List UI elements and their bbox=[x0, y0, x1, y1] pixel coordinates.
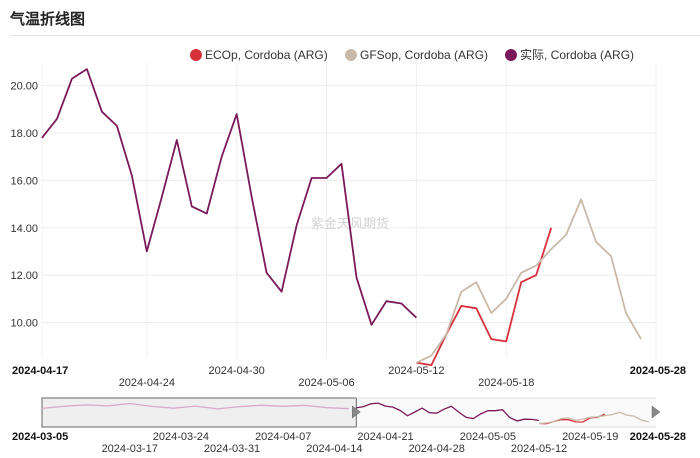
y-tick-label: 10.00 bbox=[10, 317, 38, 329]
chart-title: 气温折线图 bbox=[10, 11, 86, 28]
navigator-tick-label: 2024-03-05 bbox=[12, 431, 68, 443]
legend-label: ECOp, Cordoba (ARG) bbox=[205, 48, 328, 62]
navigator-tick-label: 2024-04-14 bbox=[306, 443, 362, 455]
legend-item-0[interactable]: ECOp, Cordoba (ARG) bbox=[190, 48, 328, 62]
y-tick-label: 16.00 bbox=[10, 175, 38, 187]
series-line-2 bbox=[41, 68, 418, 326]
navigator-tick-label: 2024-03-24 bbox=[153, 431, 209, 443]
navigator-tick-label: 2024-04-21 bbox=[357, 431, 413, 443]
legend-marker bbox=[505, 49, 517, 61]
navigator-unselected-mask bbox=[41, 397, 357, 428]
title-divider bbox=[10, 35, 700, 36]
navigator-tick-label: 2024-03-31 bbox=[204, 443, 260, 455]
navigator-tick-label: 2024-05-05 bbox=[460, 431, 516, 443]
navigator-handle-right[interactable] bbox=[651, 405, 661, 419]
y-tick-label: 14.00 bbox=[10, 223, 38, 235]
y-tick-label: 20.00 bbox=[10, 81, 38, 93]
drag-handle-icon bbox=[651, 405, 661, 419]
series-line-1 bbox=[416, 198, 642, 364]
x-tick-label: 2024-04-24 bbox=[119, 377, 175, 389]
navigator-tick-label: 2024-05-12 bbox=[511, 443, 567, 455]
navigator-tick-label: 2024-05-28 bbox=[630, 431, 686, 443]
legend-item-1[interactable]: GFSop, Cordoba (ARG) bbox=[345, 48, 488, 62]
legend-item-2[interactable]: 实际, Cordoba (ARG) bbox=[505, 47, 634, 62]
legend-marker bbox=[190, 49, 202, 61]
navigator-tick-label: 2024-04-28 bbox=[409, 443, 465, 455]
drag-handle-icon bbox=[352, 405, 361, 419]
navigator-tick-label: 2024-03-17 bbox=[102, 443, 158, 455]
navigator-tick-label: 2024-05-19 bbox=[562, 431, 618, 443]
navigator-handle-left[interactable] bbox=[352, 405, 361, 419]
y-tick-label: 18.00 bbox=[10, 128, 38, 140]
x-tick-label: 2024-04-17 bbox=[12, 365, 68, 377]
x-tick-label: 2024-05-12 bbox=[388, 365, 444, 377]
x-tick-label: 2024-05-06 bbox=[298, 377, 354, 389]
series-line-0 bbox=[416, 227, 553, 367]
navigator-tick-label: 2024-04-07 bbox=[255, 431, 311, 443]
navigator-history-line bbox=[41, 402, 350, 410]
navigator-series-1 bbox=[538, 411, 649, 425]
legend-label: GFSop, Cordoba (ARG) bbox=[360, 48, 488, 62]
y-tick-label: 12.00 bbox=[10, 270, 38, 282]
navigator-series-2 bbox=[356, 402, 540, 422]
legend-label: 实际, Cordoba (ARG) bbox=[520, 47, 634, 62]
x-tick-label: 2024-05-28 bbox=[630, 365, 686, 377]
x-tick-label: 2024-04-30 bbox=[209, 365, 265, 377]
legend-marker bbox=[345, 49, 357, 61]
x-tick-label: 2024-05-18 bbox=[478, 377, 534, 389]
